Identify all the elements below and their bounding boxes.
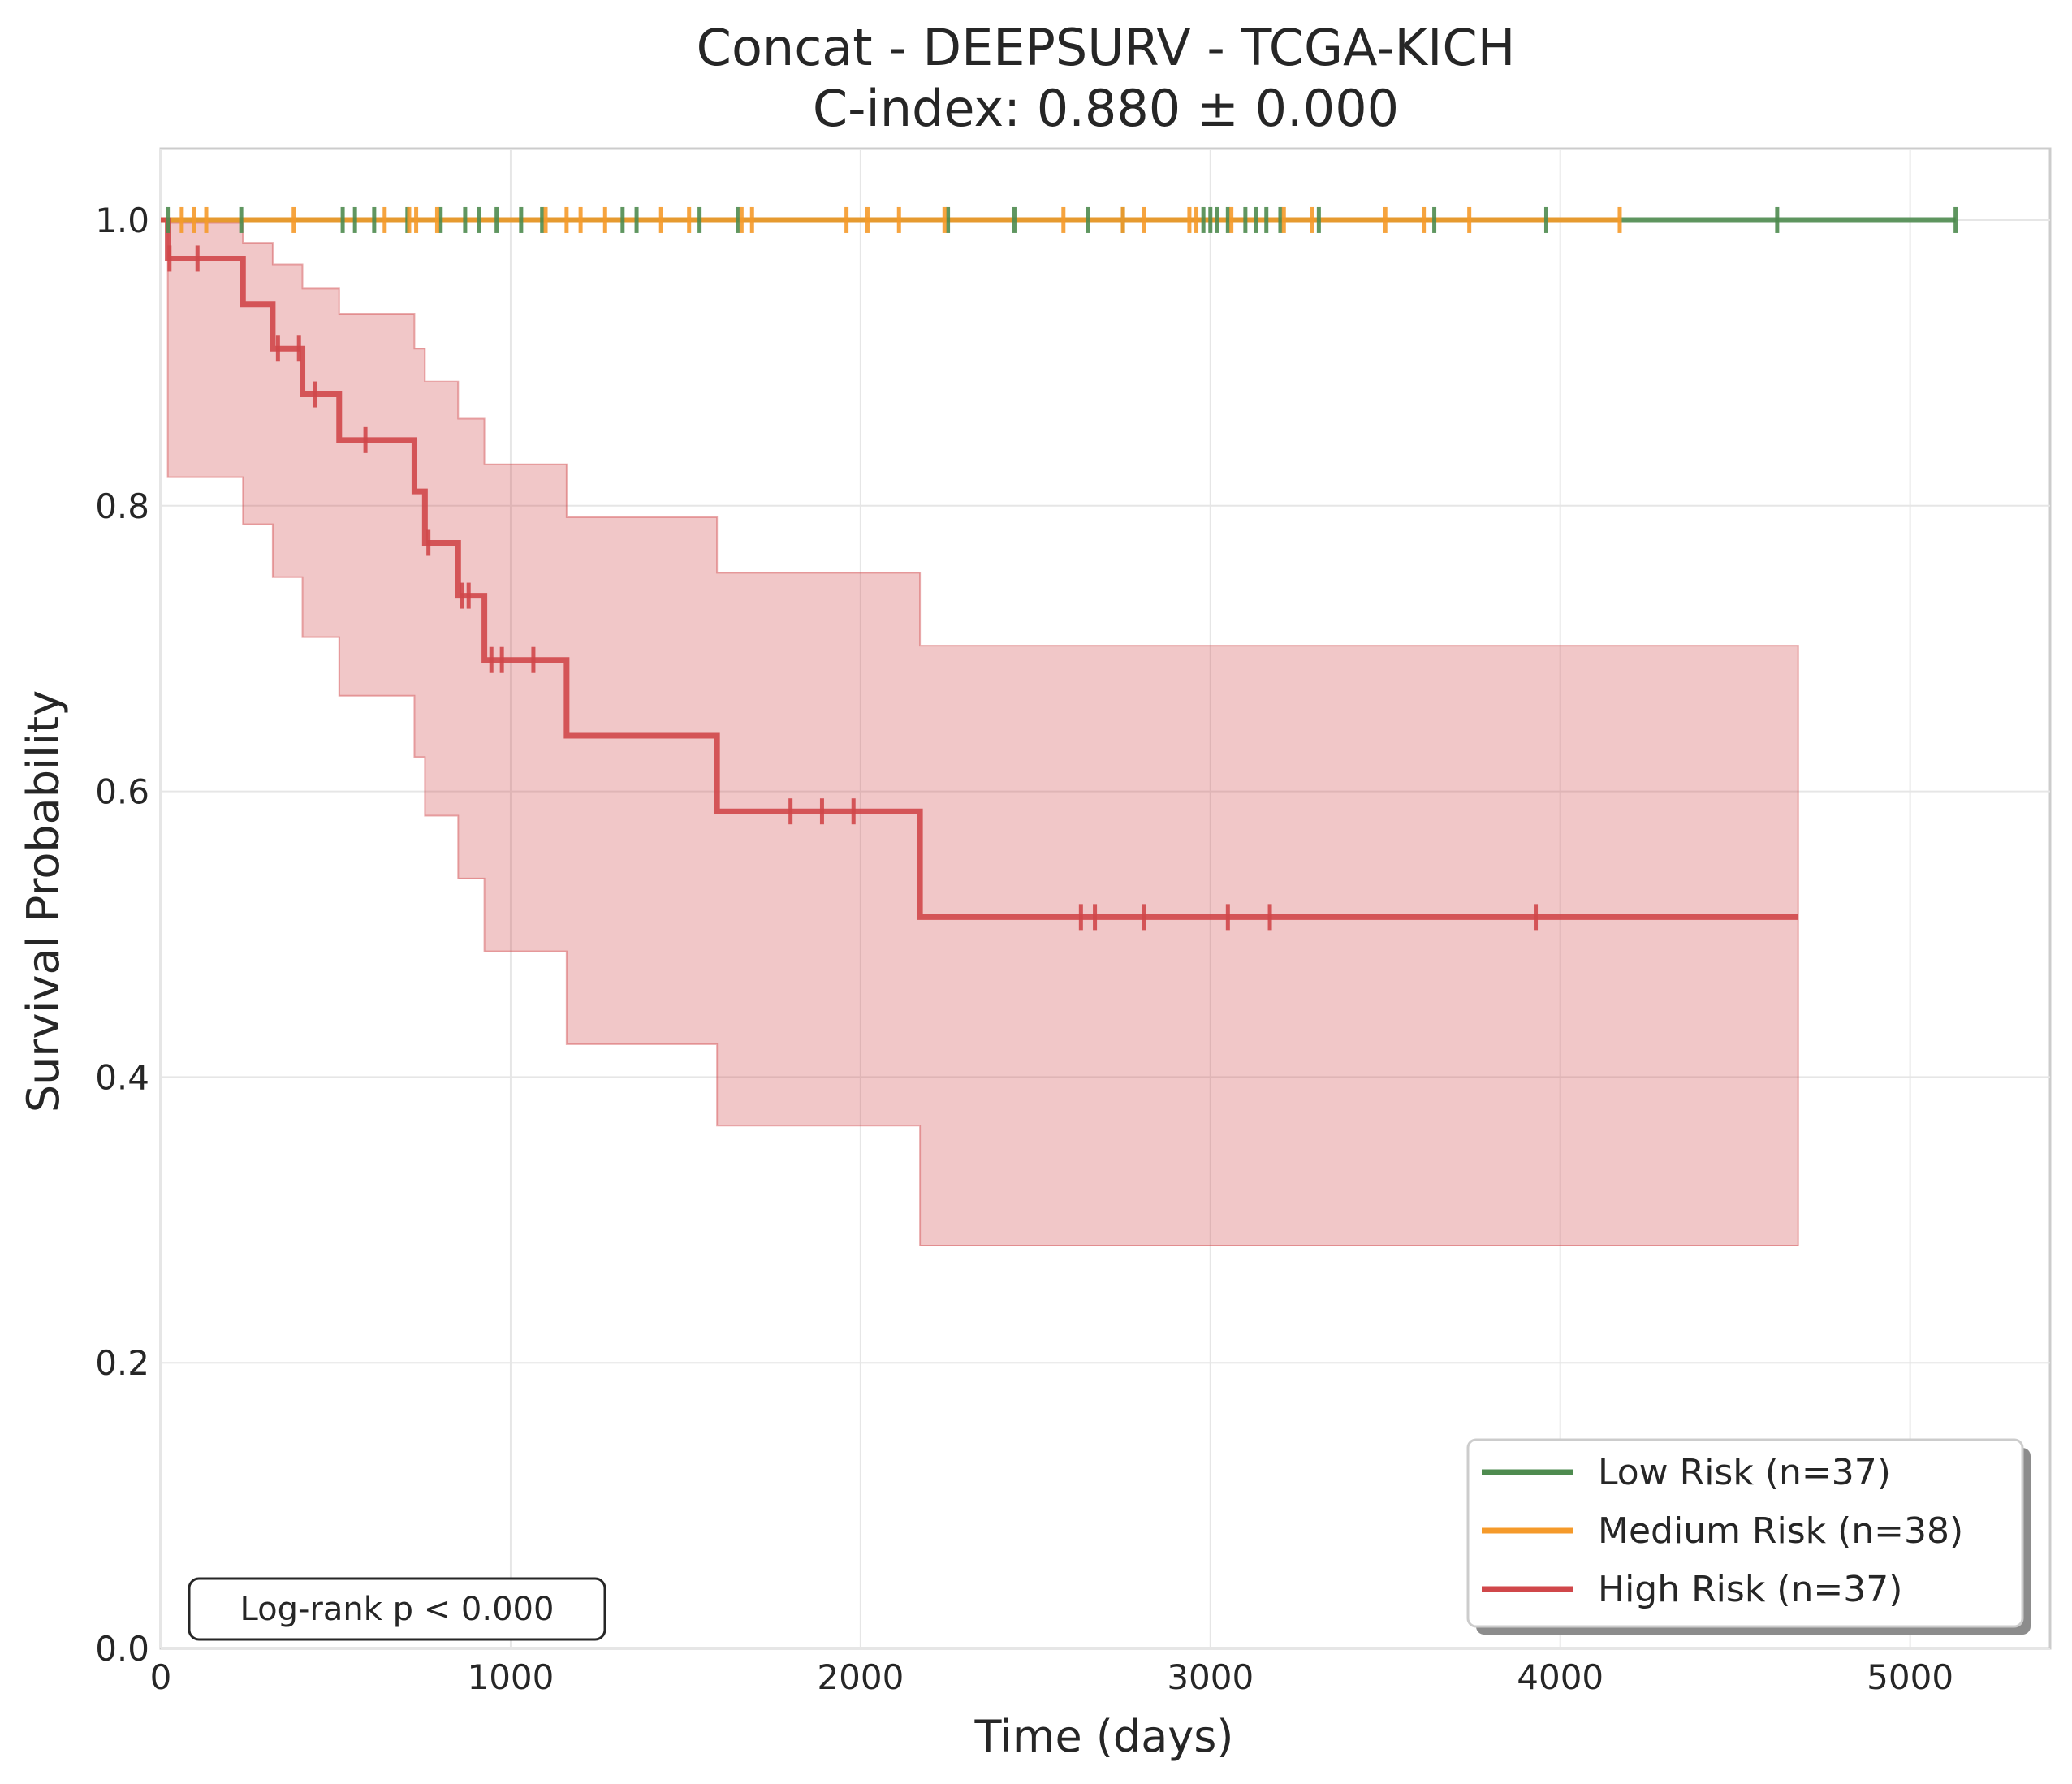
y-tick-label: 0.6 — [95, 772, 149, 812]
y-tick-label: 1.0 — [95, 201, 149, 240]
x-tick-label: 1000 — [467, 1657, 554, 1697]
grid — [160, 149, 2050, 1649]
legend-label: Low Risk (n=37) — [1598, 1452, 1891, 1493]
legend-box — [1466, 1438, 2024, 1628]
censor-marks — [166, 206, 1958, 931]
legend-label: High Risk (n=37) — [1598, 1569, 1902, 1610]
x-tick-label: 5000 — [1867, 1657, 1953, 1697]
logrank-annotation: Log-rank p < 0.000 — [188, 1577, 606, 1641]
x-tick-label: 0 — [150, 1657, 172, 1697]
legend-label: Medium Risk (n=38) — [1598, 1510, 1963, 1552]
x-tick-label: 3000 — [1167, 1657, 1254, 1697]
y-tick-labels: 0.0 0.2 0.4 0.6 0.8 1.0 — [95, 201, 149, 1669]
legend: Low Risk (n=37) Medium Risk (n=38) High Ri… — [1466, 1438, 2031, 1635]
x-axis-label: Time (days) — [974, 1711, 1234, 1762]
annotation-box — [188, 1577, 606, 1641]
y-tick-label: 0.2 — [95, 1343, 149, 1383]
survival-line-2 — [161, 217, 1798, 920]
chart-title: Concat - DEEPSURV - TCGA-KICH — [697, 18, 1516, 77]
y-tick-label: 0.4 — [95, 1057, 149, 1097]
confidence-bands — [161, 218, 1799, 1246]
ci-band-2 — [161, 218, 1799, 1246]
x-tick-labels: 0 1000 2000 3000 4000 5000 — [150, 1657, 1953, 1697]
y-tick-label: 0.0 — [95, 1629, 149, 1669]
survival-lines — [161, 217, 1956, 920]
x-tick-label: 4000 — [1517, 1657, 1604, 1697]
chart-subtitle: C-index: 0.880 ± 0.000 — [813, 79, 1399, 138]
annotation-text: Log-rank p < 0.000 — [240, 1591, 555, 1628]
x-tick-label: 2000 — [817, 1657, 904, 1697]
y-axis-label: Survival Probability — [18, 690, 69, 1112]
plot-area — [159, 147, 2052, 1650]
y-tick-label: 0.8 — [95, 486, 149, 526]
